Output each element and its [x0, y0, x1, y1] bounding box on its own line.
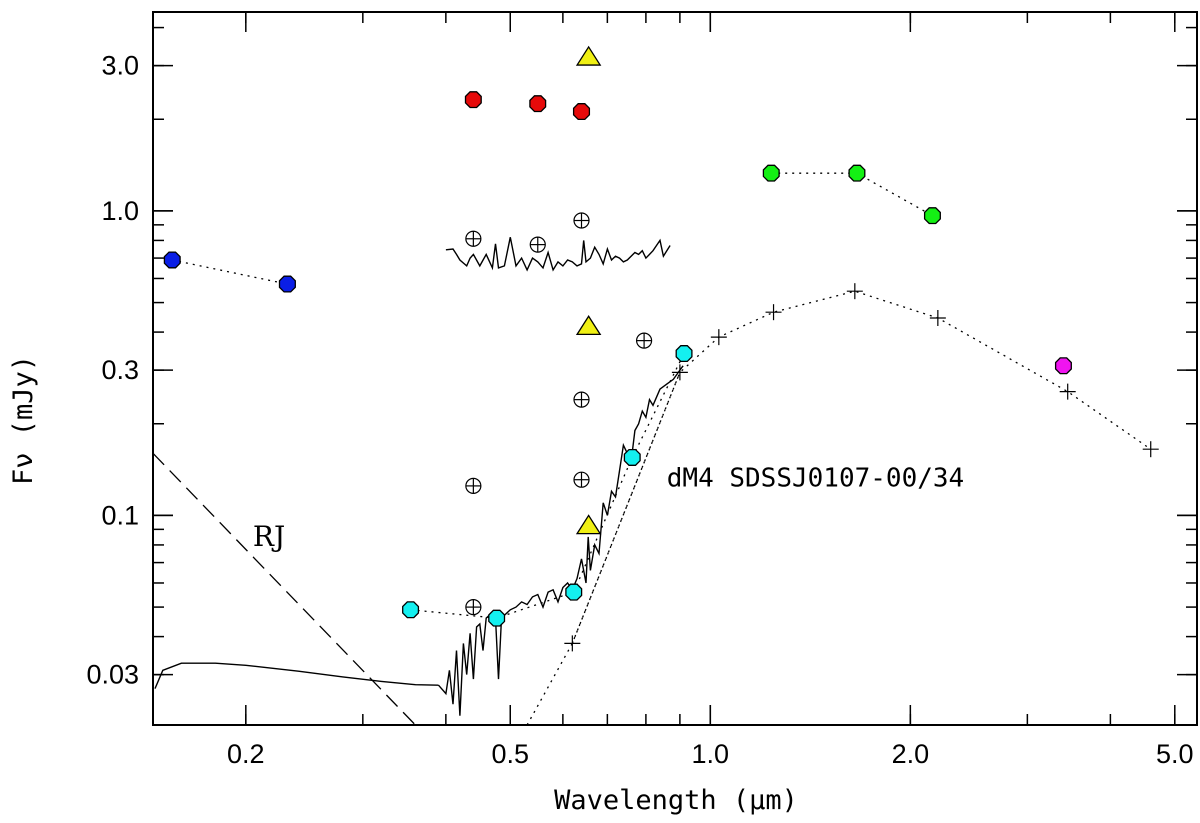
y-tick-label: 0.03 [86, 660, 139, 690]
circled-plus-point [635, 332, 653, 349]
sdss-cyan-point [565, 583, 583, 601]
plot-border [152, 11, 1198, 726]
y-tick-label: 0.1 [101, 500, 139, 530]
model-crosses-point [564, 635, 581, 652]
irac-magenta-point [1054, 357, 1072, 375]
y-tick-label: 1.0 [101, 196, 139, 226]
model-crosses-point [710, 329, 727, 346]
sdss-cyan-point [402, 601, 420, 619]
y-tick-label: 3.0 [101, 51, 139, 81]
model-crosses-point [1142, 441, 1159, 458]
model-crosses-point [929, 309, 946, 326]
optical-red-point [572, 103, 591, 121]
plot-frame [152, 11, 1198, 726]
object-label: dM4 SDSSJ0107-00/34 [667, 464, 964, 494]
sdss-cyan-line [410, 353, 685, 619]
label-layer: 0.2 0.5 1.0 2.0 5.0 0.03 0.1 0.3 1.0 3.0 dM4 SDSSJ… [86, 51, 1193, 769]
y-axis-title: Fν (mJy) [8, 355, 39, 485]
circled-plus-point [573, 471, 590, 488]
yellow-triangles-point [575, 45, 602, 66]
circled-plus-point [465, 477, 482, 495]
yellow-triangles-point [575, 514, 602, 535]
optical-red-point [464, 91, 482, 109]
model-crosses-point [846, 283, 863, 300]
marker-layer [163, 45, 1159, 652]
sdss-cyan-point [623, 448, 641, 466]
rj-label: RJ [253, 520, 285, 553]
curve-layer [153, 172, 1152, 725]
optical-spectrum-line [445, 237, 671, 272]
nir-green-point [923, 207, 941, 225]
x-tick-label: 0.5 [491, 739, 529, 769]
x-tick-label: 0.2 [227, 739, 265, 769]
dm-spectrum-line [437, 365, 684, 716]
model-crosses-point [671, 364, 688, 381]
optical-red-point [529, 95, 547, 113]
model-dotted-rise-line [526, 372, 681, 725]
model-crosses-point [1059, 383, 1076, 400]
y-tick-label: 0.3 [101, 355, 139, 385]
wd-model-curve-line [154, 662, 439, 689]
tick-layer [153, 12, 1197, 725]
uv-blue-point [163, 251, 181, 269]
x-tick-label: 5.0 [1156, 739, 1194, 769]
circled-plus-point [573, 212, 590, 229]
model-crosses-point [765, 304, 782, 321]
uv-blue-point [278, 275, 296, 293]
uv-blue-line [172, 259, 288, 285]
rayleigh-jeans-line [153, 452, 416, 725]
yellow-triangles-point [575, 315, 602, 336]
sdss-cyan-point [675, 345, 693, 363]
circled-plus-point [465, 230, 482, 247]
circled-plus-point [529, 236, 546, 253]
circled-plus-point [573, 391, 590, 408]
circled-plus-point [465, 598, 482, 616]
nir-green-point [848, 164, 866, 182]
sdss-cyan-point [488, 609, 506, 627]
nir-green-point [762, 164, 780, 182]
x-tick-label: 2.0 [892, 739, 930, 769]
x-axis-title: Wavelength (μm) [554, 785, 798, 816]
x-tick-label: 1.0 [692, 739, 730, 769]
